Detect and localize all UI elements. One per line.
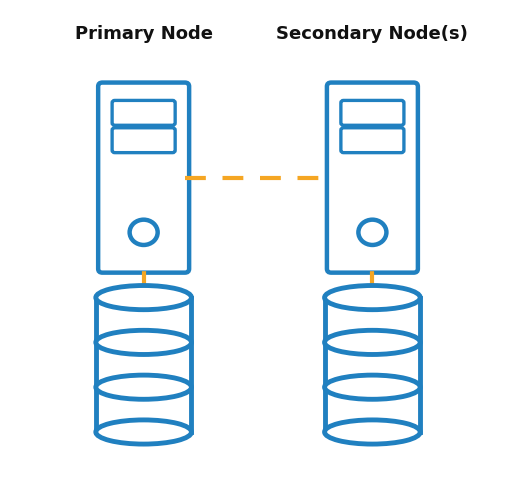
FancyBboxPatch shape [112,100,175,125]
FancyBboxPatch shape [341,128,404,153]
Ellipse shape [96,286,192,310]
Circle shape [359,220,386,245]
Ellipse shape [325,420,420,444]
Ellipse shape [96,420,192,444]
FancyBboxPatch shape [112,128,175,153]
Ellipse shape [96,375,192,399]
Ellipse shape [96,330,192,355]
Ellipse shape [325,286,420,310]
Text: Secondary Node(s): Secondary Node(s) [277,24,468,43]
Text: Primary Node: Primary Node [74,24,213,43]
FancyBboxPatch shape [341,100,404,125]
Polygon shape [96,298,192,432]
FancyBboxPatch shape [98,83,189,273]
FancyBboxPatch shape [327,83,418,273]
Polygon shape [325,298,420,432]
Ellipse shape [325,330,420,355]
Ellipse shape [325,375,420,399]
Circle shape [130,220,157,245]
